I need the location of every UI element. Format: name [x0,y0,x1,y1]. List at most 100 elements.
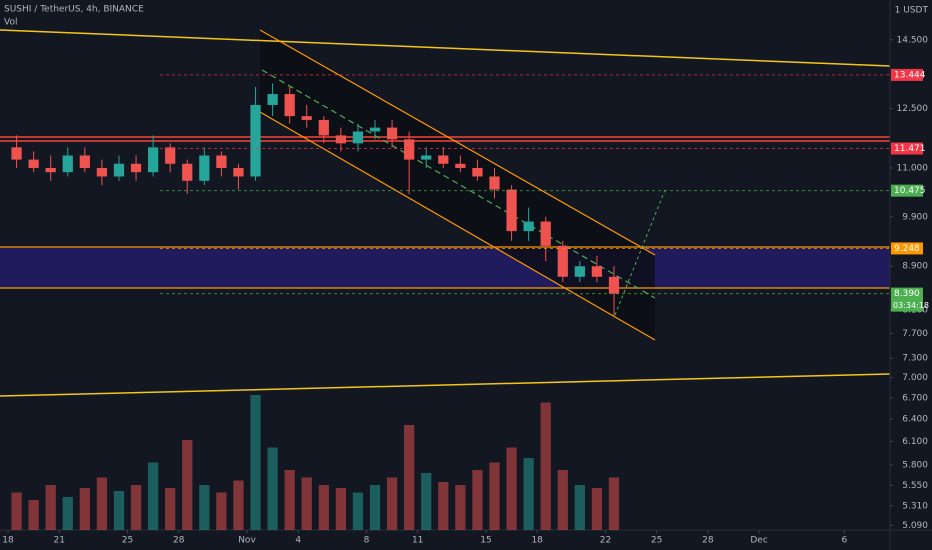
volume-bar [165,488,176,530]
candle-body [301,116,312,120]
volume-bar [130,485,142,530]
candle-body [284,94,295,117]
candle-body [369,127,381,132]
x-tick-label: Dec [750,536,767,546]
candle-body [489,176,500,190]
candle-body [96,167,108,177]
volume-bar [301,477,312,530]
candle-body [250,104,261,177]
indicator-label: Vol [4,18,17,28]
candle-body [267,94,278,105]
volume-bar [28,500,39,530]
volume-bar [79,488,90,530]
trend-line [0,373,891,397]
channel-line [259,111,656,341]
price-tag [891,242,923,255]
candle-body [438,155,449,164]
candle-body [28,159,39,168]
price-tag [891,287,923,312]
volume-bar [318,485,329,530]
y-tick-label: 8.900 [902,262,928,272]
x-tick-label: 22 [600,536,611,546]
price-tag-label: 9.248 [894,244,920,254]
volume-bar [147,462,159,530]
candle-body [455,163,466,168]
volume-bar [523,458,534,530]
volume-bar [472,470,483,530]
candle-body [113,163,125,177]
volume-bar [506,447,517,530]
volume-bar [557,470,568,530]
x-tick-label: 25 [651,536,662,546]
candle-body [318,119,329,136]
x-tick-label: 25 [122,536,133,546]
volume-bar [591,488,603,530]
y-tick-label: 7.000 [902,373,928,383]
candle-body [79,155,90,168]
channel-fill [260,30,655,340]
y-tick-label: 9.900 [902,212,928,222]
candle-body [523,221,534,232]
x-tick-label: Nov [238,536,256,546]
x-tick-label: 18 [531,536,543,546]
candle-body [352,131,364,144]
y-tick-label: 7.700 [902,329,928,339]
candle-body [62,155,73,173]
x-tick-label: 28 [173,536,185,546]
candle-body [472,167,483,177]
volume-bar [489,462,500,530]
volume-bar [182,440,193,530]
candle-body [608,276,620,294]
price-tag-label: 8.390 [894,289,920,299]
channel-mid [261,69,656,299]
volume-bar [421,473,432,530]
volume-bar [574,485,585,530]
candle-body [574,266,585,277]
candle-body [182,163,193,181]
candle-body [45,167,56,173]
price-tag [891,184,923,197]
volume-bar [608,477,620,530]
candle-body [130,163,142,173]
candle-body [404,139,415,160]
y-tick-label: 5.090 [902,521,928,531]
candle-body [506,189,517,232]
candle-body [540,221,551,246]
x-tick-label: 11 [412,536,423,546]
y-tick-label: 7.300 [902,354,928,364]
x-tick-label: 6 [842,536,848,546]
y-tick-label: 5.800 [902,460,928,470]
trend-line [0,29,891,67]
y-tick-label: 6.100 [902,437,928,447]
x-tick-label: 28 [702,536,714,546]
y-tick-label: 5.550 [902,481,928,491]
volume-bar [267,447,278,530]
volume-bar [216,492,227,530]
volume-bar [199,485,210,530]
candle-body [591,266,603,277]
x-tick-label: 18 [2,536,14,546]
price-tag [891,142,923,155]
volume-bar [11,492,22,530]
candle-body [386,127,398,140]
volume-bar [250,395,261,530]
candle-body [165,147,176,164]
currency-label: 1 USDT [895,6,929,16]
volume-bar [369,485,381,530]
candle-body [233,167,244,177]
channel-line [259,29,656,256]
volume-bar [335,488,346,530]
volume-bar [455,485,466,530]
x-tick-label: 21 [54,536,65,546]
volume-bar [386,477,398,530]
candle-body [421,155,432,160]
candle-body [199,155,210,181]
volume-bar [96,477,108,530]
volume-bar [284,470,295,530]
zone [0,247,890,288]
price-tag [891,68,923,81]
x-tick-label: 8 [364,536,370,546]
candle-body [216,155,227,168]
candle-body [335,135,346,144]
y-tick-label: 12.500 [897,104,929,114]
